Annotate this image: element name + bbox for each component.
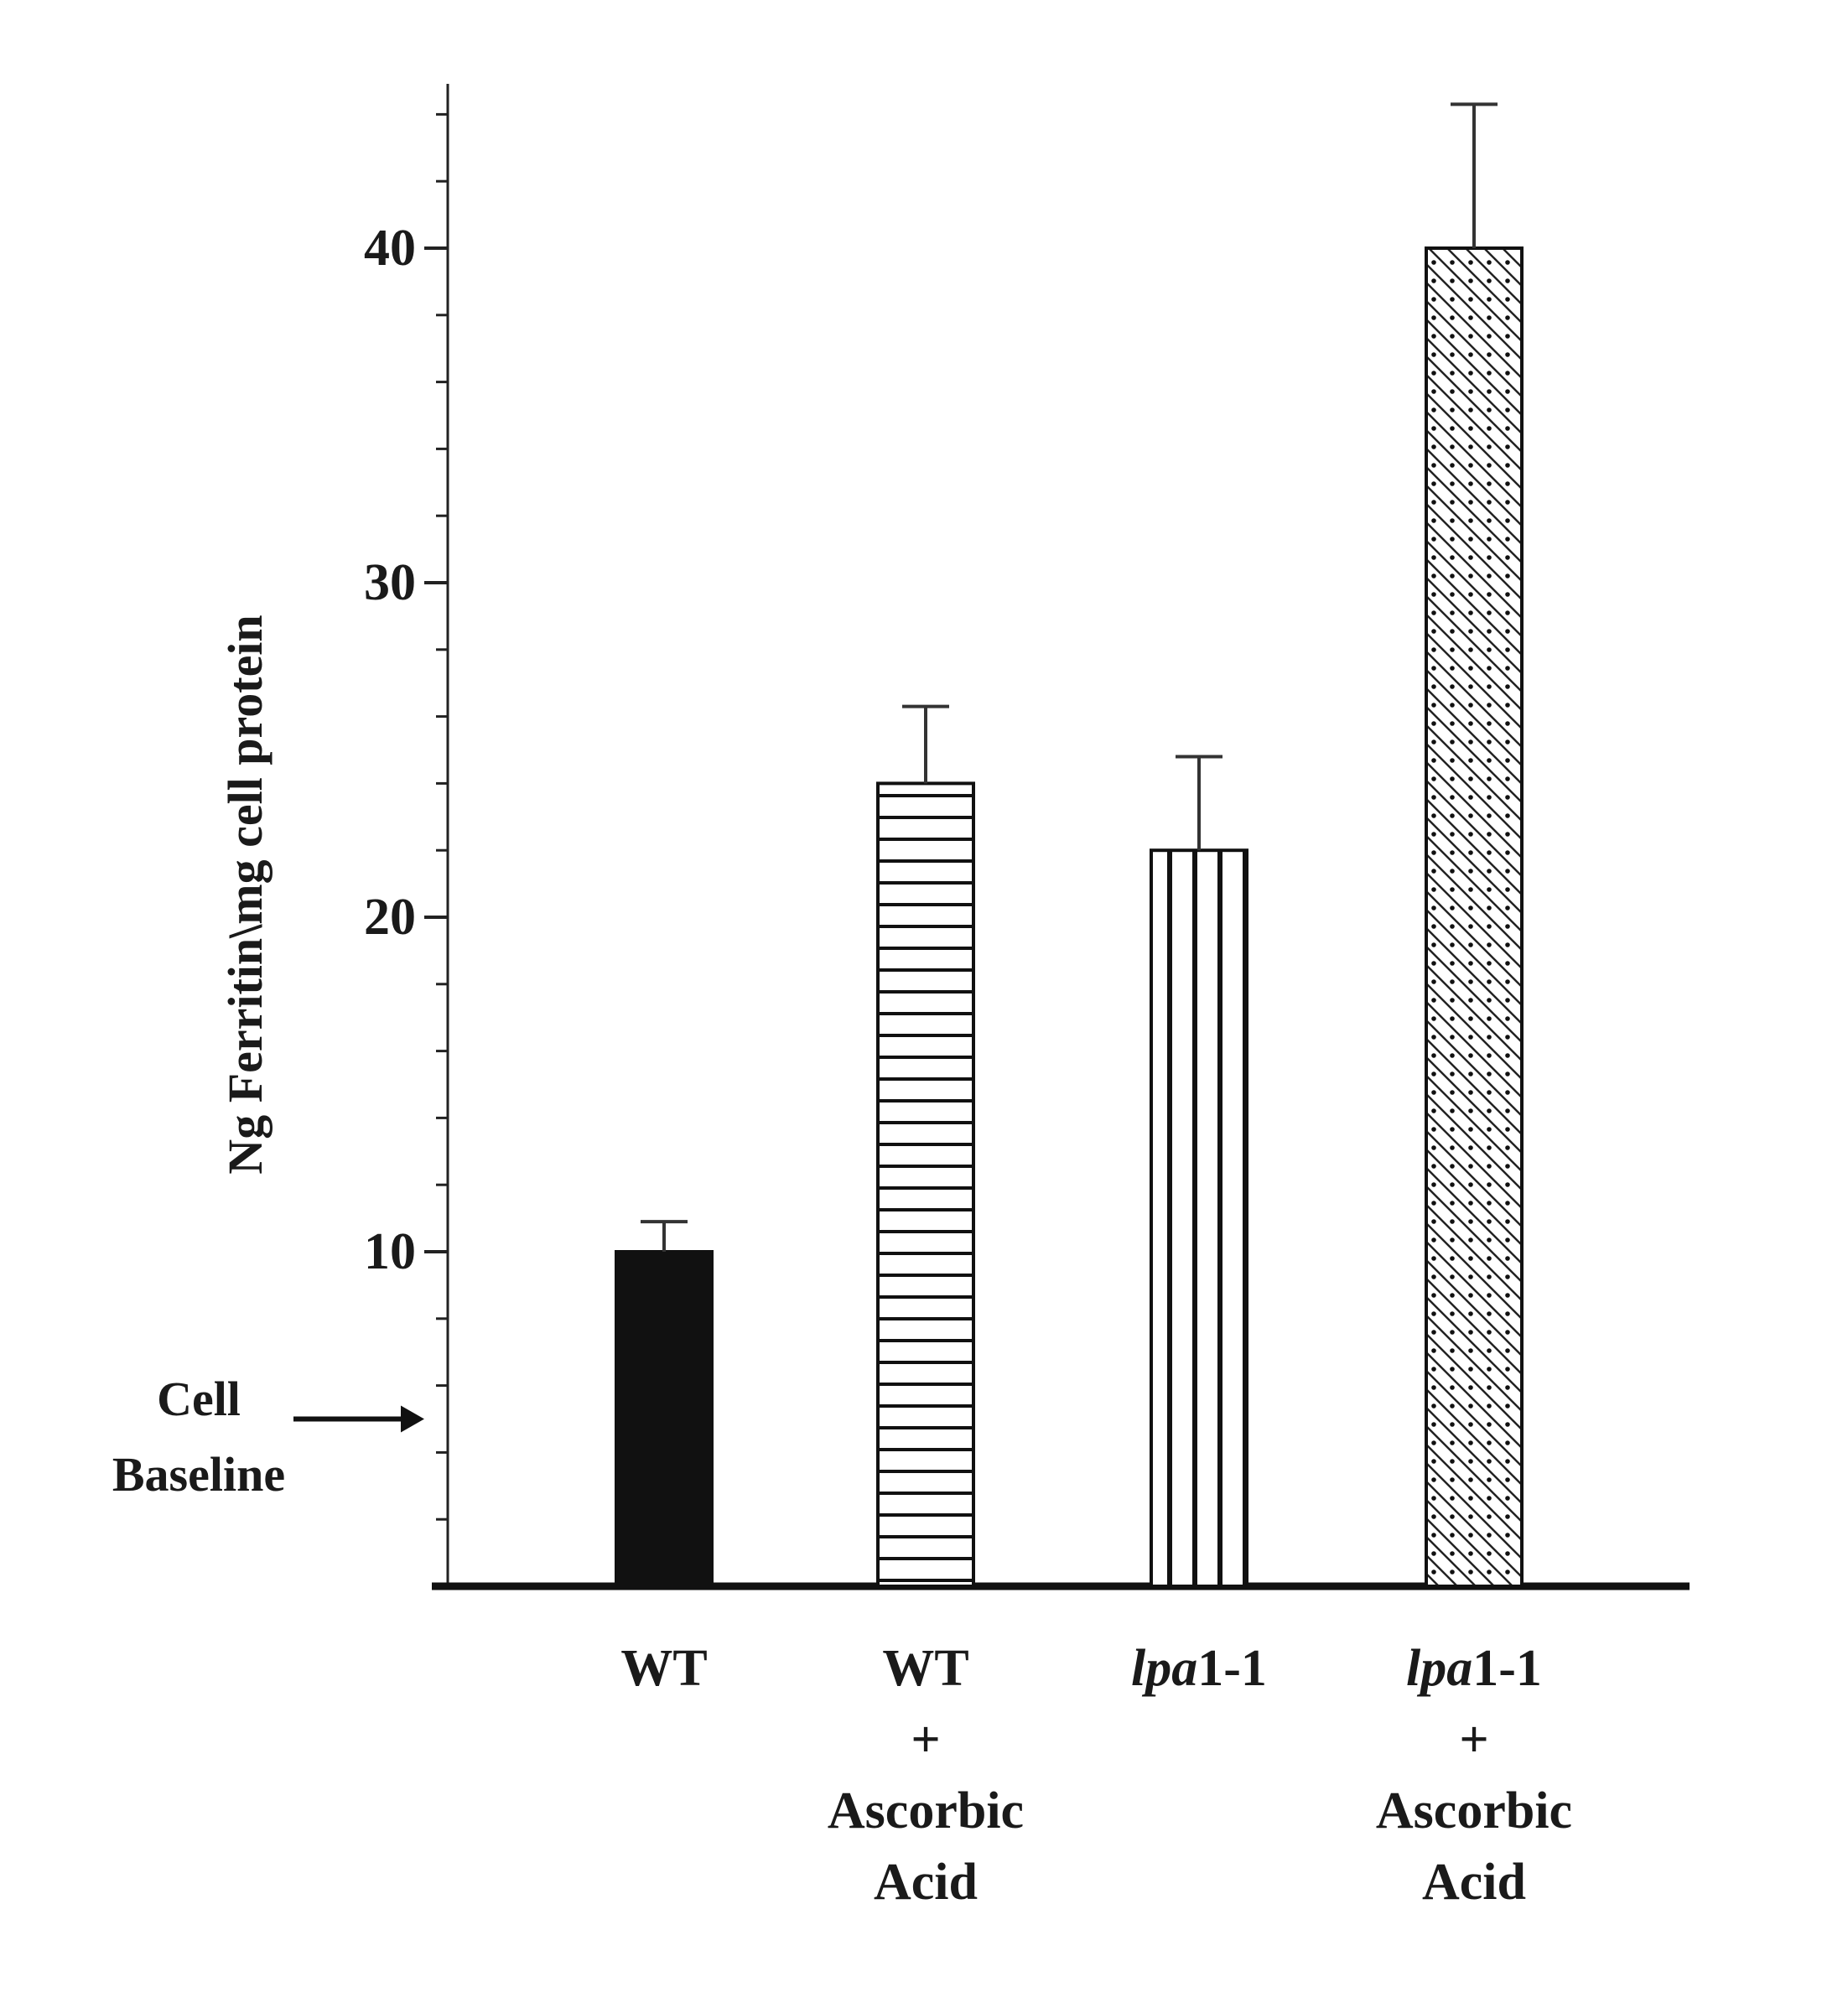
category-labels: WT WT + Ascorbic Acid lpa1-1 lpa1-1 + Ascorbic Ac… bbox=[620, 1640, 1572, 1911]
bar-1 bbox=[876, 781, 975, 1588]
category-label-1-line-3: Acid bbox=[874, 1854, 978, 1911]
y-tick-label: 40 bbox=[364, 220, 416, 277]
y-tick-label: 30 bbox=[364, 554, 416, 611]
bar-2 bbox=[1150, 848, 1248, 1588]
baseline-label-line-1: Cell bbox=[157, 1372, 241, 1426]
y-tick-label: 20 bbox=[364, 889, 416, 946]
category-label-3-line-0: lpa1-1 bbox=[1406, 1640, 1542, 1697]
bar-0 bbox=[615, 1250, 714, 1588]
bar-3 bbox=[1425, 246, 1524, 1588]
category-label-1-line-1: + bbox=[911, 1711, 940, 1768]
y-axis-title: Ng Ferritin\mg cell protein bbox=[218, 615, 273, 1174]
baseline-arrow-head bbox=[401, 1405, 424, 1433]
category-label-0-line-0: WT bbox=[620, 1640, 707, 1697]
category-label-1-line-0: WT bbox=[882, 1640, 968, 1697]
y-tick-label: 10 bbox=[364, 1223, 416, 1280]
bars bbox=[615, 246, 1524, 1588]
cell-baseline-annotation: Cell Baseline bbox=[112, 1372, 424, 1502]
category-label-3-line-3: Acid bbox=[1422, 1854, 1526, 1911]
category-label-3-line-1: + bbox=[1459, 1711, 1488, 1768]
category-label-2-line-0: lpa1-1 bbox=[1131, 1640, 1267, 1697]
category-label-1-line-2: Ascorbic bbox=[828, 1782, 1024, 1839]
baseline-label-line-2: Baseline bbox=[112, 1447, 285, 1502]
error-bars bbox=[641, 102, 1498, 1252]
category-label-3-line-2: Ascorbic bbox=[1376, 1782, 1572, 1839]
